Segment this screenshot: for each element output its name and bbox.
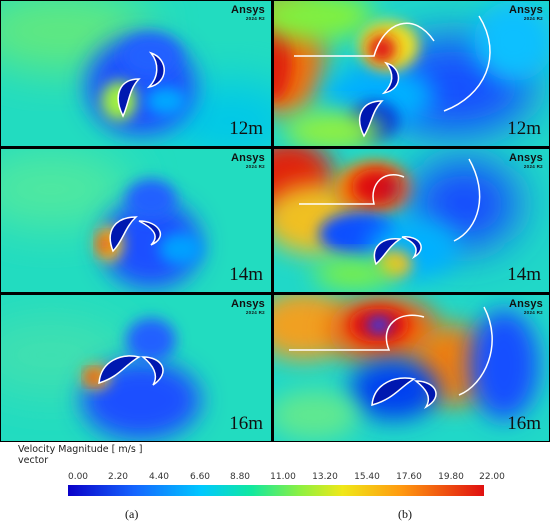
panel-a-14m: Ansys 2024 R2 14m	[1, 149, 271, 292]
panel-b-12m: Ansys 2024 R2 12m	[274, 1, 549, 146]
legend-title-text: Velocity Magnitude [ m/s ]	[18, 444, 143, 455]
brand-text: Ansys	[230, 152, 265, 164]
velocity-contour-a-16m	[1, 295, 271, 441]
panel-b-16m: Ansys 2024 R2 16m	[274, 295, 549, 441]
version-text: 2024 R2	[523, 310, 543, 315]
brand-text: Ansys	[230, 298, 265, 310]
ansys-logo: Ansys 2024 R2	[230, 4, 265, 22]
velocity-contour-a-12m	[1, 1, 271, 146]
colorbar-tick: 19.80	[438, 472, 464, 482]
colorbar-tick: 4.40	[148, 472, 170, 482]
colorbar-tick: 8.80	[229, 472, 251, 482]
colorbar-tick: 13.20	[312, 472, 338, 482]
velocity-contour-b-12m	[274, 1, 549, 146]
version-text: 2024 R2	[523, 16, 543, 21]
colorbar	[68, 485, 484, 496]
legend-subtitle-text: vector	[18, 455, 49, 466]
distance-label: 12m	[229, 118, 263, 139]
distance-label: 14m	[507, 264, 541, 285]
ansys-logo: Ansys 2024 R2	[230, 298, 265, 316]
brand-text: Ansys	[508, 298, 543, 310]
velocity-contour-b-16m	[274, 295, 549, 441]
colorbar-tick: 6.60	[189, 472, 211, 482]
ansys-logo: Ansys 2024 R2	[508, 298, 543, 316]
caption-b: (b)	[398, 507, 412, 521]
panel-a-16m: Ansys 2024 R2 16m	[1, 295, 271, 441]
legend-title: Velocity Magnitude [ m/s ] vector	[18, 444, 143, 466]
colorbar-tick: 15.40	[354, 472, 380, 482]
ansys-logo: Ansys 2024 R2	[508, 4, 543, 22]
brand-text: Ansys	[230, 4, 265, 16]
colorbar-tick: 0.00	[67, 472, 89, 482]
colorbar-tick: 17.60	[396, 472, 422, 482]
distance-label: 16m	[507, 413, 541, 434]
version-text: 2024 R2	[245, 164, 265, 169]
distance-label: 16m	[229, 413, 263, 434]
panel-a-12m: Ansys 2024 R2 12m	[1, 1, 271, 146]
colorbar-ticks: 0.00 2.20 4.40 6.60 8.80 11.00 13.20 15.…	[0, 472, 550, 484]
panel-b-14m: Ansys 2024 R2 14m	[274, 149, 549, 292]
version-text: 2024 R2	[523, 164, 543, 169]
caption-a: (a)	[125, 507, 139, 521]
colorbar-tick: 2.20	[107, 472, 129, 482]
ansys-logo: Ansys 2024 R2	[230, 152, 265, 170]
distance-label: 14m	[229, 264, 263, 285]
distance-label: 12m	[507, 118, 541, 139]
ansys-logo: Ansys 2024 R2	[508, 152, 543, 170]
brand-text: Ansys	[508, 152, 543, 164]
contour-grid: Ansys 2024 R2 12m Ansys 2024 R2 12	[0, 0, 550, 442]
velocity-contour-b-14m	[274, 149, 549, 292]
version-text: 2024 R2	[245, 16, 265, 21]
colorbar-tick: 22.00	[479, 472, 505, 482]
colorbar-tick: 11.00	[270, 472, 296, 482]
brand-text: Ansys	[508, 4, 543, 16]
velocity-contour-a-14m	[1, 149, 271, 292]
version-text: 2024 R2	[245, 310, 265, 315]
